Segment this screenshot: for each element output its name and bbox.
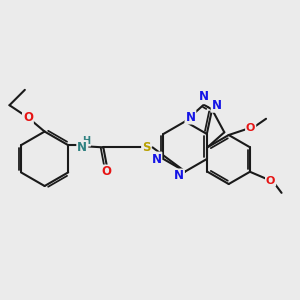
Text: S: S <box>142 141 151 154</box>
Text: O: O <box>102 166 112 178</box>
Text: N: N <box>185 110 195 124</box>
Text: N: N <box>212 99 222 112</box>
Text: O: O <box>23 111 33 124</box>
Text: N: N <box>77 141 87 154</box>
Text: N: N <box>199 90 209 103</box>
Text: O: O <box>266 176 275 186</box>
Text: N: N <box>152 152 161 166</box>
Text: H: H <box>82 136 90 146</box>
Text: N: N <box>174 169 184 182</box>
Text: O: O <box>246 123 255 133</box>
